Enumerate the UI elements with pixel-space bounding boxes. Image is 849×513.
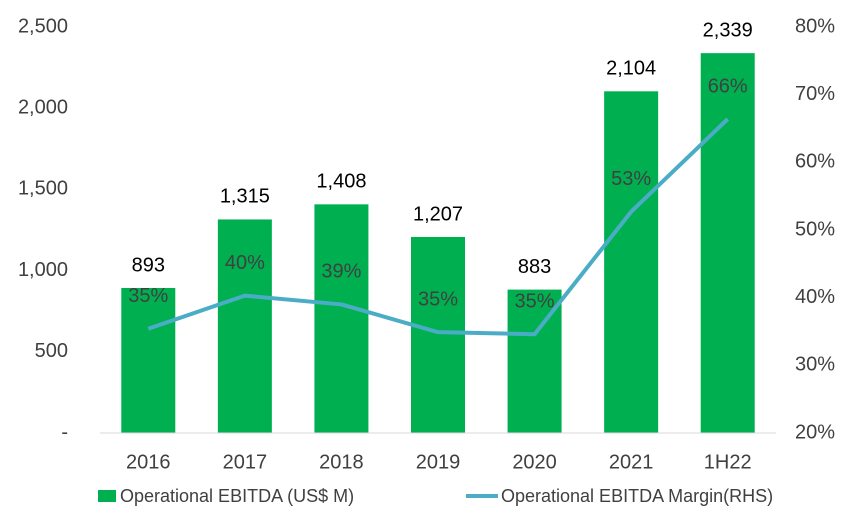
y2-tick-label: 50% bbox=[795, 218, 835, 240]
y2-tick-label: 60% bbox=[795, 151, 835, 173]
bar bbox=[121, 287, 176, 433]
x-tick-label: 2018 bbox=[319, 451, 364, 473]
bar-value-label: 1,207 bbox=[413, 203, 463, 225]
x-tick-label: 2017 bbox=[223, 451, 268, 473]
line-value-label: 53% bbox=[611, 168, 651, 190]
bar-value-label: 1,408 bbox=[316, 171, 366, 193]
bar bbox=[314, 204, 369, 433]
line-value-label: 35% bbox=[515, 290, 555, 312]
bar bbox=[217, 219, 272, 433]
bar-value-label: 883 bbox=[518, 256, 551, 278]
x-tick-label: 2021 bbox=[609, 451, 654, 473]
y-tick-label: 500 bbox=[35, 340, 68, 362]
bar-value-label: 893 bbox=[132, 254, 165, 276]
x-tick-label: 2020 bbox=[512, 451, 557, 473]
bar bbox=[700, 53, 755, 434]
y2-tick-label: 20% bbox=[795, 421, 835, 443]
line-value-label: 35% bbox=[128, 285, 168, 307]
y2-tick-label: 40% bbox=[795, 286, 835, 308]
x-tick-label: 2016 bbox=[126, 451, 171, 473]
bar-value-label: 2,104 bbox=[606, 58, 656, 80]
legend-swatch bbox=[98, 490, 116, 502]
y-tick-label: 1,000 bbox=[18, 259, 68, 281]
y-tick-label: 2,500 bbox=[18, 15, 68, 37]
bar bbox=[411, 236, 465, 433]
line-value-label: 66% bbox=[708, 75, 748, 97]
legend-label: Operational EBITDA (US$ M) bbox=[120, 486, 354, 506]
margin-line bbox=[147, 117, 730, 337]
y-tick-label: 1,500 bbox=[18, 178, 68, 200]
bar-value-label: 2,339 bbox=[703, 19, 753, 41]
y2-tick-label: 80% bbox=[795, 15, 835, 37]
legend-label: Operational EBITDA Margin(RHS) bbox=[501, 486, 773, 506]
x-tick-label: 1H22 bbox=[704, 451, 752, 473]
x-tick-label: 2019 bbox=[416, 451, 461, 473]
y2-tick-label: 30% bbox=[795, 354, 835, 376]
line-value-label: 39% bbox=[321, 261, 361, 283]
y-tick-label: - bbox=[61, 421, 68, 443]
line-value-label: 35% bbox=[418, 288, 458, 310]
y-tick-label: 2,000 bbox=[18, 96, 68, 118]
line-value-label: 40% bbox=[225, 252, 265, 274]
y2-tick-label: 70% bbox=[795, 83, 835, 105]
bar bbox=[604, 91, 659, 434]
bar-value-label: 1,315 bbox=[220, 186, 270, 208]
